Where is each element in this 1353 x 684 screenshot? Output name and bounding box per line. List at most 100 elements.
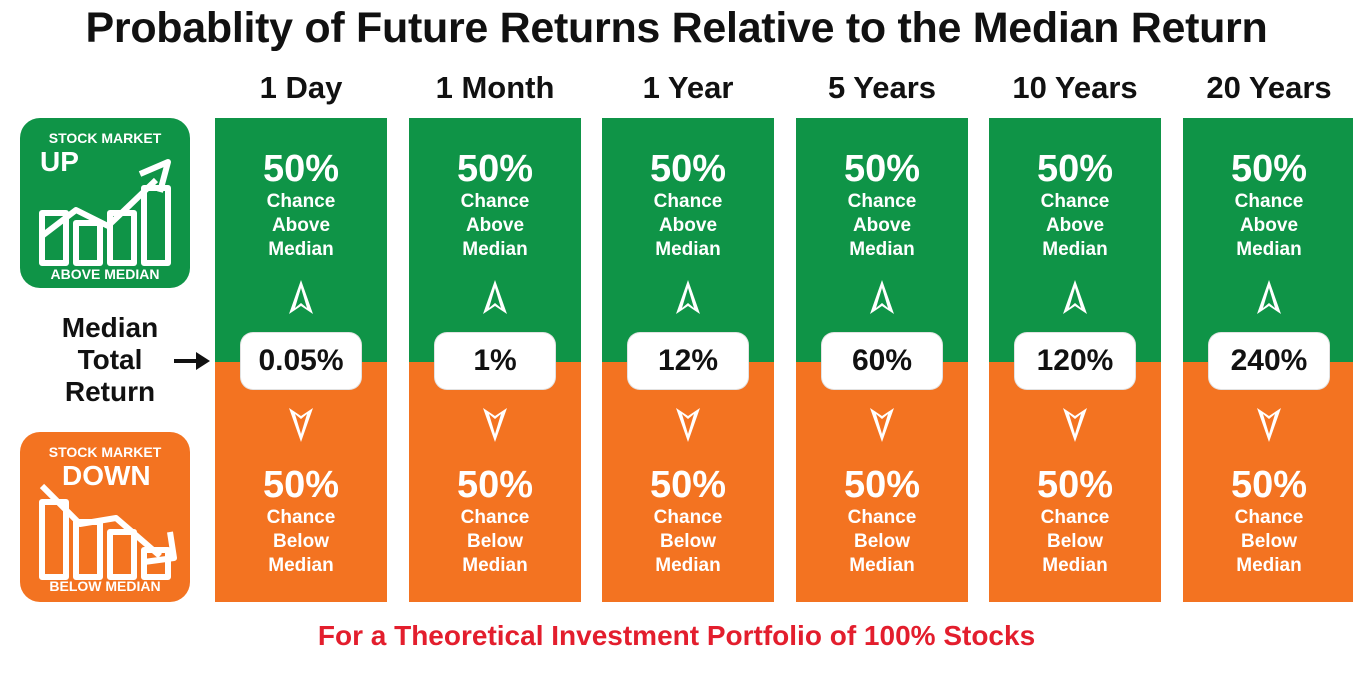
above-median-text: Median [1042,239,1108,260]
down-arrow-icon [1063,408,1087,442]
down-arrow-icon [289,408,313,442]
below-median-panel: 50% Chance Below Median [409,362,581,602]
above-median-text: Above [1045,215,1105,236]
period-header: 5 Years [827,70,937,105]
above-median-percent: 50% [1230,148,1308,190]
down-arrow-icon [483,408,507,442]
period-header: 1 Day [259,70,343,105]
below-median-text: Chance [1040,507,1110,528]
down-arrow-icon [676,408,700,442]
above-median-percent: 50% [456,148,534,190]
above-median-text: Median [655,239,721,260]
below-median-panel: 50% Chance Below Median [1183,362,1353,602]
down-arrow-icon [870,408,894,442]
right-arrow-icon [174,352,210,370]
below-median-percent: 50% [843,464,921,506]
below-median-text: Median [1042,555,1108,576]
below-median-percent: 50% [649,464,727,506]
below-median-panel: 50% Chance Below Median [989,362,1161,602]
badge-up-top-label: STOCK MARKET [48,130,162,146]
median-return-value: 0.05% [241,333,361,389]
footer-note: For a Theoretical Investment Portfolio o… [317,620,1036,651]
stock-market-up-badge: STOCK MARKET UP ABOVE MEDIAN [20,118,190,288]
below-median-text: Below [1047,531,1103,552]
below-median-text: Below [1241,531,1297,552]
median-total-return-label: Median Total Return [40,312,180,408]
above-median-text: Median [1236,239,1302,260]
above-median-text: Above [852,215,912,236]
median-label-line: Return [64,376,156,407]
above-median-panel: 50% Chance Above Median [989,118,1161,362]
below-median-text: Below [660,531,716,552]
above-median-text: Chance [1040,191,1110,212]
below-median-panel: 50% Chance Below Median [796,362,968,602]
below-median-text: Median [1236,555,1302,576]
above-median-percent: 50% [1036,148,1114,190]
up-arrow-icon [289,280,313,314]
above-median-panel: 50% Chance Above Median [796,118,968,362]
above-median-text: Above [1239,215,1299,236]
page-title: Probablity of Future Returns Relative to… [85,4,1268,52]
above-median-panel: 50% Chance Above Median [409,118,581,362]
below-median-percent: 50% [456,464,534,506]
below-median-text: Chance [1234,507,1304,528]
below-median-text: Chance [266,507,336,528]
badge-up-word: UP [40,146,79,177]
period-header: 1 Year [642,70,734,105]
up-arrow-icon [1257,280,1281,314]
above-median-text: Above [658,215,718,236]
above-median-text: Median [268,239,334,260]
period-header: 1 Month [435,70,555,105]
below-median-text: Median [655,555,721,576]
above-median-text: Median [462,239,528,260]
falling-chart-icon [39,483,177,580]
above-median-text: Chance [847,191,917,212]
below-median-text: Median [462,555,528,576]
below-median-panel: 50% Chance Below Median [602,362,774,602]
below-median-percent: 50% [1230,464,1308,506]
below-median-text: Below [467,531,523,552]
below-median-text: Below [273,531,329,552]
badge-down-word: DOWN [62,460,151,491]
above-median-panel: 50% Chance Above Median [1183,118,1353,362]
median-return-value: 60% [822,333,942,389]
below-median-text: Chance [653,507,723,528]
below-median-percent: 50% [262,464,340,506]
below-median-text: Median [268,555,334,576]
median-return-value: 240% [1209,333,1329,389]
median-label-line: Median [61,312,159,343]
above-median-text: Chance [460,191,530,212]
badge-down-bottom-label: BELOW MEDIAN [49,578,161,594]
above-median-percent: 50% [262,148,340,190]
badge-up-bottom-label: ABOVE MEDIAN [50,266,160,282]
above-median-text: Chance [1234,191,1304,212]
above-median-text: Median [849,239,915,260]
period-header: 10 Years [1012,70,1138,105]
up-arrow-icon [1063,280,1087,314]
above-median-percent: 50% [843,148,921,190]
down-arrow-icon [1257,408,1281,442]
above-median-panel: 50% Chance Above Median [602,118,774,362]
above-median-text: Above [271,215,331,236]
median-return-value: 120% [1015,333,1135,389]
above-median-percent: 50% [649,148,727,190]
rising-chart-icon [39,159,171,266]
up-arrow-icon [483,280,507,314]
above-median-text: Above [465,215,525,236]
median-return-value: 1% [435,333,555,389]
median-label-line: Total [77,344,143,375]
median-return-value: 12% [628,333,748,389]
above-median-text: Chance [653,191,723,212]
stock-market-down-badge: STOCK MARKET DOWN BELOW MEDIAN [20,432,190,602]
up-arrow-icon [870,280,894,314]
above-median-panel: 50% Chance Above Median [215,118,387,362]
below-median-panel: 50% Chance Below Median [215,362,387,602]
below-median-percent: 50% [1036,464,1114,506]
below-median-text: Median [849,555,915,576]
up-arrow-icon [676,280,700,314]
below-median-text: Below [854,531,910,552]
period-header: 20 Years [1206,70,1332,105]
below-median-text: Chance [460,507,530,528]
below-median-text: Chance [847,507,917,528]
badge-down-top-label: STOCK MARKET [48,444,162,460]
